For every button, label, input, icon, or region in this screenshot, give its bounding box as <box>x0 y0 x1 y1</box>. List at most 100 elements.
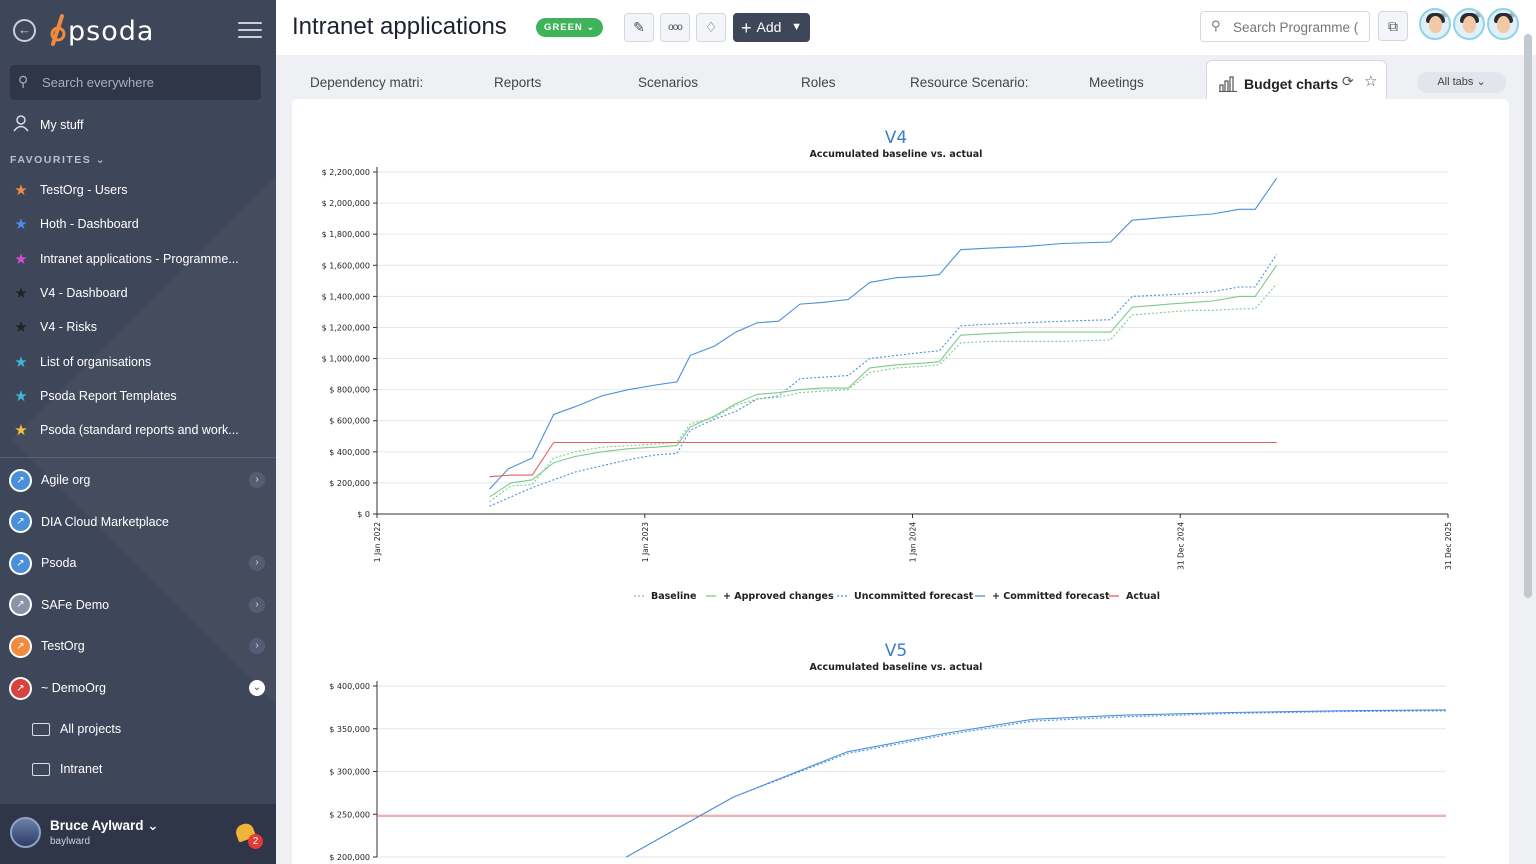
y-tick-label: $ 250,000 <box>329 810 370 819</box>
star-icon: ★ <box>14 319 28 337</box>
x-tick-label: 1 Jan 2022 <box>373 522 382 562</box>
back-icon[interactable]: ← <box>13 19 36 42</box>
all-tabs-dropdown[interactable]: All tabs ⌄ <box>1417 72 1506 93</box>
scrollbar[interactable] <box>1524 34 1532 598</box>
y-tick-label: $ 600,000 <box>329 417 370 426</box>
chart-title: V4 <box>885 128 907 148</box>
tag-icon: ♢ <box>704 19 718 35</box>
org-item[interactable]: ↗ TestOrg › <box>0 628 276 664</box>
chart-title: V5 <box>885 641 907 661</box>
favourite-item[interactable]: ★ List of organisations <box>0 346 276 378</box>
series-line--approved-changes <box>489 264 1278 498</box>
chart-legend: Baseline + Approved changes Uncommitted fo… <box>634 591 1160 602</box>
favourite-label: TestOrg - Users <box>40 183 128 197</box>
favourite-item[interactable]: ★ Intranet applications - Programme... <box>0 243 276 275</box>
y-tick-label: $ 1,400,000 <box>322 292 370 301</box>
series-line-uncommitted-forecast <box>489 254 1278 507</box>
team-avatar[interactable] <box>1487 8 1519 40</box>
psoda-logo-mark <box>50 14 66 46</box>
org-item[interactable]: ↗ SAFe Demo › <box>0 587 276 623</box>
y-tick-label: $ 400,000 <box>329 448 370 457</box>
org-label: Agile org <box>41 473 91 487</box>
avatar[interactable] <box>10 817 41 848</box>
chevron-down-icon: ▼ <box>791 21 802 33</box>
sidebar-search-input[interactable]: ⚲ Search everywhere <box>10 65 261 100</box>
budget-charts: V4 Accumulated baseline vs. actual $ 0 $ … <box>322 128 1453 862</box>
favourites-header[interactable]: FAVOURITES ⌄ <box>10 154 107 166</box>
favourite-item[interactable]: ★ Psoda (standard reports and work... <box>0 414 276 446</box>
org-item[interactable]: ↗ ~ DemoOrg ⌄ <box>0 670 276 706</box>
tab-dependency-matrix[interactable]: Dependency matri: <box>310 75 424 90</box>
x-tick-label: 1 Jan 2024 <box>909 522 918 562</box>
chevron-down-icon[interactable]: ⌄ <box>249 680 265 696</box>
favourite-label: V4 - Risks <box>40 320 97 335</box>
favourite-label: Hoth - Dashboard <box>40 217 139 232</box>
y-tick-label: $ 1,200,000 <box>322 323 370 332</box>
user-name[interactable]: Bruce Aylward ⌄ <box>50 818 159 833</box>
favourite-label: V4 - Dashboard <box>40 285 128 300</box>
org-icon: ↗ <box>9 634 32 658</box>
project-item[interactable]: All projects <box>0 713 276 745</box>
favourite-item[interactable]: ★ Psoda Report Templates <box>0 380 276 412</box>
bar-chart-icon <box>1219 76 1237 92</box>
menu-toggle-icon[interactable] <box>238 22 262 40</box>
favourite-item[interactable]: ★ TestOrg - Users <box>0 174 276 206</box>
team-avatar[interactable] <box>1453 8 1485 40</box>
favourite-item[interactable]: ★ V4 - Risks <box>0 311 276 343</box>
y-tick-label: $ 400,000 <box>329 682 370 691</box>
team-avatar[interactable] <box>1419 8 1451 40</box>
tab-bar: Dependency matri: Reports Scenarios Role… <box>276 55 1526 102</box>
y-tick-label: $ 1,800,000 <box>322 230 370 239</box>
favourite-item[interactable]: ★ V4 - Dashboard <box>0 277 276 309</box>
share-button[interactable]: ⧉ <box>1378 11 1408 41</box>
chart-subtitle: Accumulated baseline vs. actual <box>810 662 983 673</box>
star-icon: ★ <box>14 422 28 440</box>
more-button[interactable]: ooo <box>660 13 690 42</box>
tab-resource-scenarios[interactable]: Resource Scenario: <box>910 75 1028 90</box>
edit-button[interactable]: ✎ <box>624 13 654 42</box>
search-icon: ⚲ <box>1211 18 1221 33</box>
tab-scenarios[interactable]: Scenarios <box>638 75 699 90</box>
user-panel[interactable]: Bruce Aylward ⌄ baylward 2 <box>0 804 276 864</box>
psoda-logo[interactable]: psoda <box>48 14 154 48</box>
notification-count-badge[interactable]: 2 <box>248 834 263 849</box>
my-stuff-link[interactable]: My stuff <box>0 109 276 141</box>
org-label: ~ DemoOrg <box>41 681 106 695</box>
project-label: All projects <box>60 722 122 736</box>
org-item[interactable]: ↗ Psoda › <box>0 545 276 581</box>
tab-roles[interactable]: Roles <box>801 75 836 90</box>
org-item[interactable]: ↗ DIA Cloud Marketplace <box>0 504 276 540</box>
project-label: Intranet <box>60 762 103 776</box>
favourite-label: List of organisations <box>40 354 152 369</box>
org-item[interactable]: ↗ Agile org › <box>0 462 276 498</box>
org-icon: ↗ <box>9 676 32 700</box>
add-button[interactable]: + Add ▼ <box>733 13 810 42</box>
programme-search-input[interactable]: ⚲ Search Programme ( <box>1200 11 1370 42</box>
org-icon: ↗ <box>9 593 32 617</box>
favourite-label: Psoda (standard reports and work... <box>40 423 239 438</box>
project-item[interactable]: Intranet <box>0 753 276 785</box>
org-label: TestOrg <box>41 639 85 654</box>
refresh-icon[interactable]: ⟳ <box>1342 73 1354 89</box>
chevron-right-icon[interactable]: › <box>249 555 265 572</box>
star-icon: ★ <box>14 387 28 405</box>
budget-charts-panel: V4 Accumulated baseline vs. actual $ 0 $ … <box>292 99 1509 864</box>
star-icon: ★ <box>14 182 28 199</box>
favourite-item[interactable]: ★ Hoth - Dashboard <box>0 208 276 240</box>
y-tick-label: $ 350,000 <box>329 725 370 734</box>
tab-reports[interactable]: Reports <box>494 75 542 90</box>
star-icon[interactable]: ☆ <box>1364 73 1378 90</box>
tab-meetings[interactable]: Meetings <box>1089 75 1144 90</box>
series-line-uncommitted-forecast <box>626 710 1447 858</box>
logo-text: psoda <box>68 15 155 47</box>
tag-button[interactable]: ♢ <box>696 13 726 42</box>
tab-budget-charts[interactable]: Budget charts ⟳ ☆ <box>1206 60 1387 102</box>
user-login: baylward <box>50 836 91 847</box>
chevron-right-icon[interactable]: › <box>249 596 265 613</box>
search-icon: ⚲ <box>18 73 29 89</box>
chevron-right-icon[interactable]: › <box>249 638 265 655</box>
y-tick-label: $ 1,000,000 <box>322 355 370 364</box>
favourite-label: Intranet applications - Programme... <box>40 251 239 266</box>
status-badge[interactable]: GREEN ⌄ <box>536 18 604 37</box>
chevron-right-icon[interactable]: › <box>249 472 265 488</box>
